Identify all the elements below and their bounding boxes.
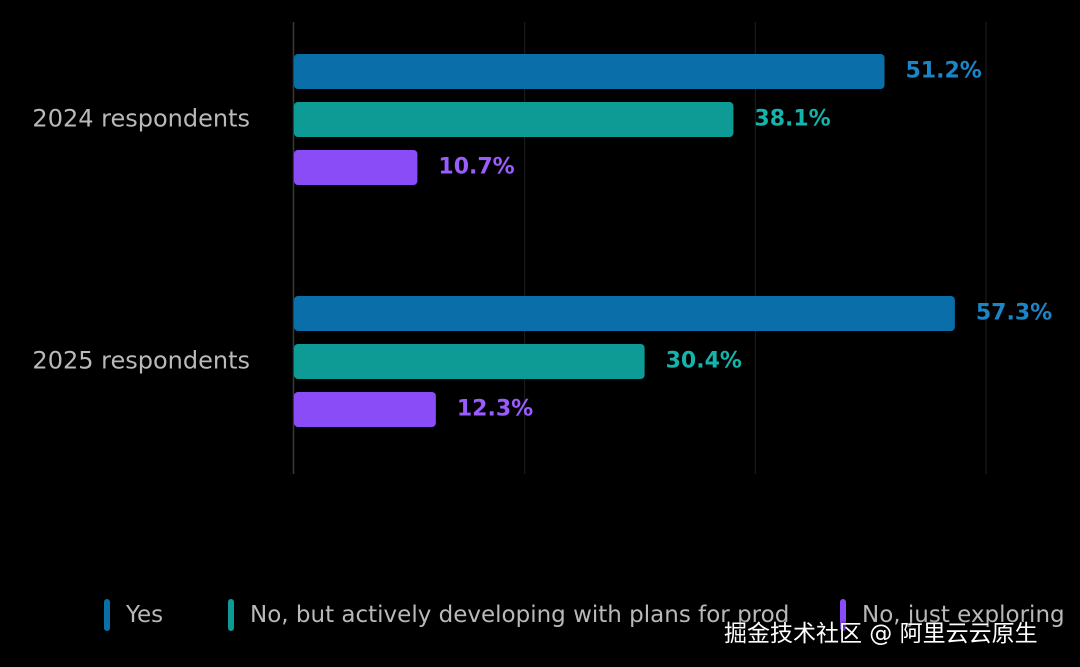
value-label: 12.3% [457,397,533,422]
bars [294,54,955,427]
watermark: 掘金技术社区 @ 阿里云云原生 [724,621,1038,647]
legend-item: No, but actively developing with plans f… [228,598,789,632]
grid-lines [524,22,987,474]
value-label: 30.4% [666,349,742,374]
legend-label: No, but actively developing with plans f… [250,602,790,628]
legend-swatch [228,599,234,631]
bar [294,392,436,427]
category-labels: 2024 respondents 2025 respondents [32,105,250,375]
value-label: 57.3% [976,301,1052,326]
bar [294,54,885,89]
legend: Yes No, but actively developing with plan… [104,598,1080,638]
legend-item: No, just exploring [840,598,1065,632]
legend-label: Yes [126,602,164,628]
bar-chart: 51.2% 38.1% 10.7% 57.3% 30.4% 12.3% 2024 resp… [32,22,1052,474]
bar [294,296,955,331]
value-label: 38.1% [754,107,830,132]
value-labels: 51.2% 38.1% 10.7% 57.3% 30.4% 12.3% [438,59,1052,422]
legend-swatch [104,599,110,631]
value-label: 51.2% [906,59,982,84]
legend-item: Yes [104,598,163,632]
legend-label: No, just exploring [862,602,1065,628]
bar [294,102,734,137]
category-label: 2025 respondents [32,347,250,375]
bar [294,150,418,185]
value-label: 10.7% [438,155,514,180]
bar [294,344,645,379]
category-label: 2024 respondents [32,105,250,133]
legend-swatch [840,599,846,631]
